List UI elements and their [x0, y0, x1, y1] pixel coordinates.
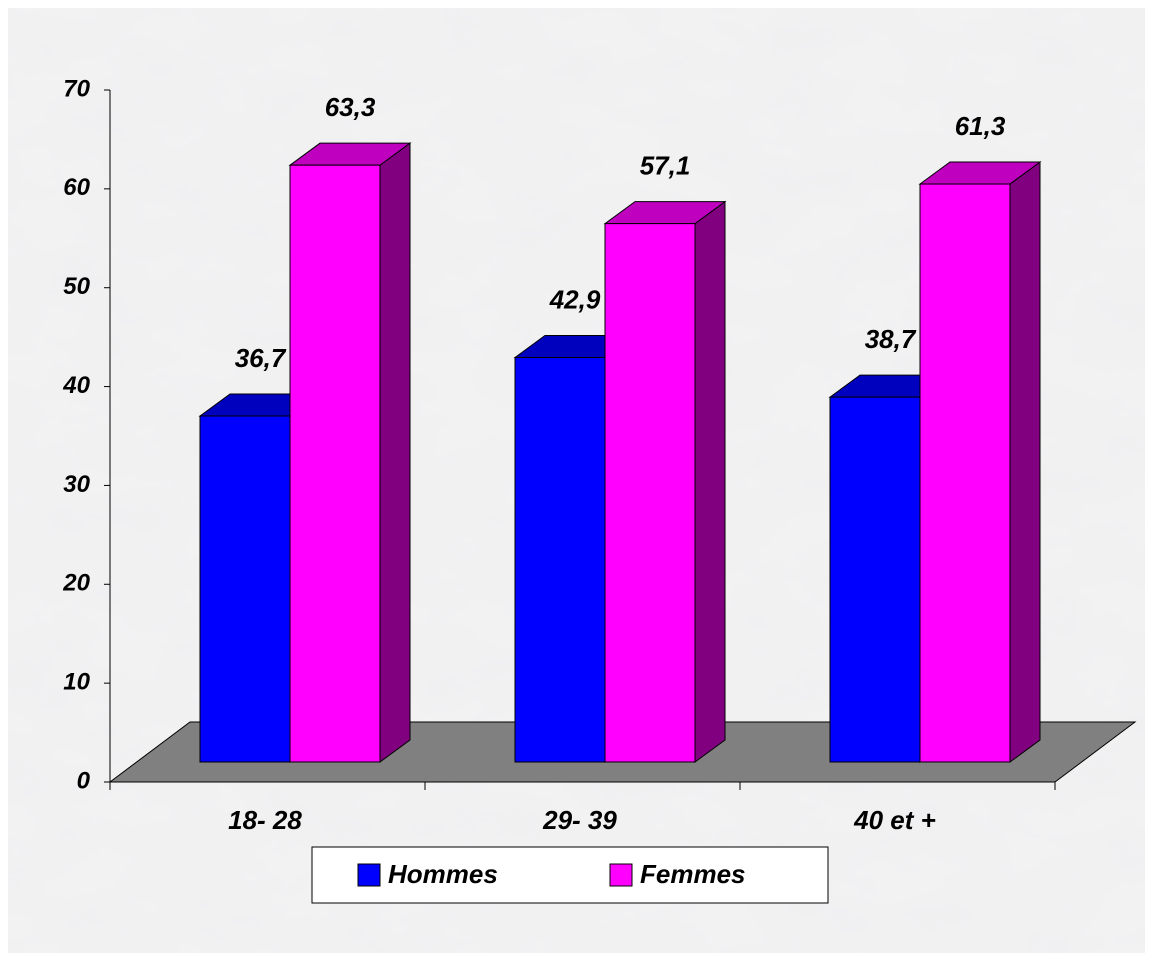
bar: [199, 415, 291, 763]
legend-swatch: [357, 863, 381, 887]
y-tick-label: 30: [63, 471, 90, 498]
bar: [289, 164, 381, 763]
value-label: 57,1: [640, 151, 691, 181]
bar-side: [1009, 161, 1041, 763]
y-tick-label: 40: [62, 372, 90, 399]
bar: [604, 223, 696, 763]
x-tick-label: 18- 28: [228, 805, 302, 835]
value-label: 38,7: [865, 324, 917, 354]
bar-side: [694, 200, 726, 763]
y-tick-label: 10: [63, 668, 90, 695]
y-tick-label: 0: [77, 767, 91, 794]
legend-label: Hommes: [388, 859, 498, 889]
bar: [829, 396, 921, 763]
y-tick-label: 20: [62, 570, 90, 597]
legend-box: [311, 846, 829, 904]
bar-side: [379, 142, 411, 763]
legend-swatch: [609, 863, 633, 887]
y-tick-label: 50: [63, 273, 90, 300]
value-label: 63,3: [325, 92, 376, 122]
value-label: 61,3: [955, 111, 1006, 141]
bar: [919, 183, 1011, 763]
y-tick-label: 70: [63, 75, 90, 102]
y-tick-label: 60: [63, 174, 90, 201]
legend-label: Femmes: [640, 859, 746, 889]
x-tick-label: 40 et +: [853, 805, 936, 835]
value-label: 42,9: [549, 284, 601, 314]
x-tick-label: 29- 39: [542, 805, 617, 835]
bar: [514, 357, 606, 763]
value-label: 36,7: [235, 343, 287, 373]
